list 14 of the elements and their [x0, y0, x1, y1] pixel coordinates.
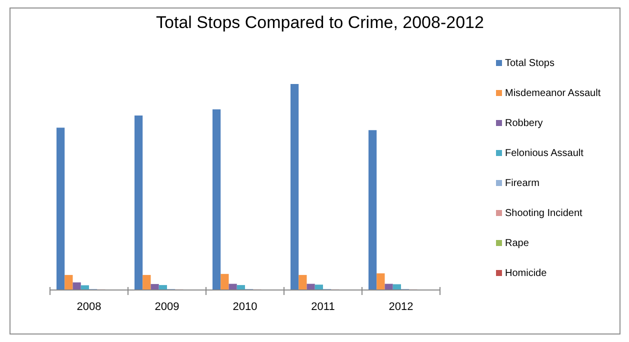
legend-label: Firearm	[505, 178, 540, 189]
x-tick-label: 2009	[154, 301, 180, 313]
legend-label: Homicide	[505, 268, 548, 279]
chart-title: Total Stops Compared to Crime, 2008-2012	[156, 13, 484, 32]
x-tick-label: 2011	[311, 301, 335, 313]
x-tick-label: 2010	[232, 301, 258, 313]
legend-label: Robbery	[505, 118, 543, 129]
legend-label: Felonious Assault	[505, 148, 584, 159]
legend-label: Total Stops	[505, 58, 554, 69]
legend-label: Shooting Incident	[505, 208, 582, 219]
x-tick-label: 2012	[388, 301, 414, 313]
x-tick-label: 2008	[76, 301, 102, 313]
legend-label: Misdemeanor Assault	[505, 88, 601, 99]
legend-label: Rape	[505, 238, 530, 249]
